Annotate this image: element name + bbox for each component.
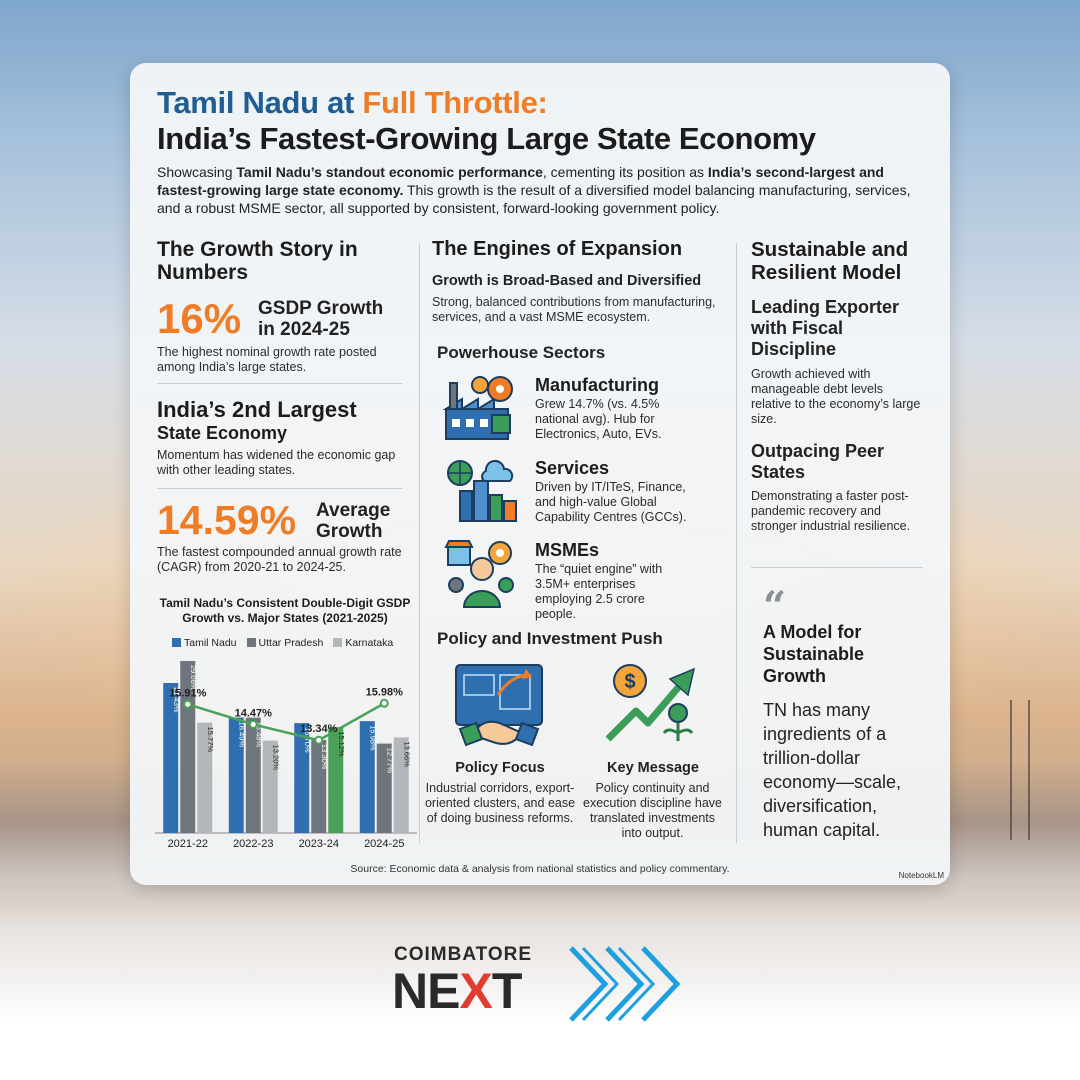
- bar-tamil-nadu: [359, 721, 375, 833]
- bar-uttar-pradesh: [376, 743, 392, 833]
- bar-karnataka: [393, 737, 409, 833]
- stat-rank-subtitle: State Economy: [157, 423, 288, 443]
- column-divider-2: [736, 243, 737, 843]
- peer-desc: Demonstrating a faster post-pandemic rec…: [751, 489, 911, 533]
- stat-cagr-label: Average Growth: [316, 500, 391, 542]
- bar-tamil-nadu: [228, 717, 244, 833]
- sector-desc-manufacturing: Grew 14.7% (vs. 4.5% national avg). Hub …: [535, 397, 662, 441]
- policy-focus-title: Policy Focus: [455, 760, 545, 776]
- coimbatore-next-logo: COIMBATORE NEXT: [392, 940, 682, 1030]
- stat-gsdp-value: 16%: [157, 295, 242, 342]
- quote-icon: “: [763, 583, 787, 630]
- sector-title-msmes: MSMEs: [535, 540, 600, 560]
- title-line-1: Tamil Nadu at Full Throttle:: [157, 85, 548, 120]
- sector-title-manufacturing: Manufacturing: [535, 375, 659, 395]
- bar-value-label: 21.43%: [172, 687, 181, 713]
- notebooklm-watermark: NotebookLM: [898, 871, 944, 880]
- chart-legend: Tamil Nadu Uttar Pradesh Karnataka: [172, 637, 393, 649]
- engines-heading: The Engines of Expansion: [432, 238, 683, 260]
- stat-gsdp-label: GSDP Growth in 2024-25: [258, 298, 384, 340]
- entrepreneur-icon: [444, 540, 514, 608]
- source-note: Source: Economic data & analysis from na…: [350, 863, 730, 875]
- stat-rank-title: India’s 2nd Largest: [157, 397, 357, 422]
- divider: [751, 567, 923, 568]
- divider: [157, 488, 402, 489]
- bar-value-label: 15.70%: [303, 727, 312, 753]
- column-divider-1: [419, 243, 420, 843]
- x-tick-label: 2023-24: [299, 838, 339, 848]
- bar-karnataka: [328, 727, 344, 833]
- sectors-heading: Powerhouse Sectors: [437, 343, 606, 362]
- legend-item: Tamil Nadu: [172, 637, 237, 649]
- trend-line: [187, 702, 385, 742]
- model-body: TN has many ingredients of a trillion-do…: [763, 700, 902, 840]
- legend-item: Karnataka: [333, 637, 393, 649]
- stat-cagr-desc: The fastest compounded annual growth rat…: [157, 545, 402, 574]
- trend-point: [183, 699, 193, 709]
- bar-tamil-nadu: [163, 682, 179, 833]
- trend-value-label: 15.98%: [366, 686, 404, 698]
- bar-value-label: 13.66%: [402, 741, 411, 767]
- handshake-blueprint-icon: [455, 664, 543, 747]
- sector-title-services: Services: [535, 458, 610, 478]
- bar-karnataka: [262, 740, 278, 833]
- stat-gsdp-desc: The highest nominal growth rate posted a…: [157, 345, 377, 374]
- bar-value-label: 29.08%: [189, 665, 198, 691]
- peer-title: Outpacing Peer States: [751, 441, 885, 482]
- model-title: A Model for Sustainable Growth: [763, 622, 865, 686]
- exporter-title: Leading Exporter with Fiscal Discipline: [751, 297, 900, 359]
- bar-value-label: 13.20%: [271, 745, 280, 771]
- bar-value-label: 12.77%: [385, 748, 394, 774]
- svg-text:$: $: [624, 671, 635, 693]
- title-accent: Full Throttle:: [362, 85, 548, 120]
- background-tower: [1010, 700, 1030, 840]
- trend-value-label: 14.47%: [235, 707, 273, 719]
- bar-tamil-nadu: [294, 723, 310, 833]
- engines-desc: Strong, balanced contributions from manu…: [432, 295, 716, 324]
- sustainable-heading: Sustainable and Resilient Model: [751, 238, 909, 284]
- key-message-title: Key Message: [607, 760, 699, 776]
- policy-heading: Policy and Investment Push: [437, 629, 663, 648]
- bar-uttar-pradesh: [245, 717, 261, 833]
- engines-subheading: Growth is Broad-Based and Diversified: [432, 273, 702, 289]
- stat-cagr-value: 14.59%: [157, 497, 297, 543]
- logo-main-text: NEXT: [392, 963, 522, 1019]
- bar-value-label: 16.48%: [254, 722, 263, 748]
- key-message-desc: Policy continuity and execution discipli…: [583, 781, 722, 840]
- logo-top-text: COIMBATORE: [394, 944, 533, 965]
- trend-value-label: 13.34%: [300, 723, 338, 735]
- chevron-arrows-icon: [569, 946, 681, 1022]
- legend-item: Uttar Pradesh: [246, 637, 323, 649]
- infographic-card: Tamil Nadu at Full Throttle: India’s Fas…: [130, 63, 950, 885]
- bar-value-label: 13.30%: [320, 744, 329, 770]
- gsdp-bar-chart: 21.43% 29.08% 15.77% 2021-22 16.49% 16.48% 13.…: [155, 661, 417, 848]
- growth-arrow-icon: $: [605, 664, 696, 742]
- policy-focus-desc: Industrial corridors, export-oriented cl…: [424, 781, 576, 825]
- chart-title: Tamil Nadu’s Consistent Double-Digit GSD…: [159, 596, 411, 625]
- divider: [157, 383, 402, 384]
- factory-icon: [442, 376, 513, 440]
- bar-value-label: 16.49%: [237, 722, 246, 748]
- stat-rank-desc: Momentum has widened the economic gap wi…: [157, 448, 396, 477]
- exporter-desc: Growth achieved with manageable debt lev…: [751, 367, 921, 426]
- trend-point: [314, 735, 324, 745]
- trend-point: [248, 719, 258, 729]
- x-tick-label: 2022-23: [233, 838, 273, 848]
- sector-desc-msmes: The “quiet engine” with 3.5M+ enterprise…: [535, 562, 663, 621]
- x-tick-label: 2021-22: [168, 838, 208, 848]
- bar-value-label: 15.12%: [337, 731, 346, 757]
- sector-desc-services: Driven by IT/ITeS, Finance, and high-val…: [535, 480, 687, 524]
- x-tick-label: 2024-25: [364, 838, 404, 848]
- bar-uttar-pradesh: [311, 739, 327, 833]
- city-services-icon: [447, 460, 517, 522]
- title-line-2: India’s Fastest-Growing Large State Econ…: [157, 121, 816, 156]
- intro-paragraph: Showcasing Tamil Nadu’s standout economi…: [157, 164, 911, 216]
- bar-value-label: 15.98%: [368, 725, 377, 751]
- bar-karnataka: [197, 722, 213, 833]
- bar-value-label: 15.77%: [206, 727, 215, 753]
- growth-story-heading: The Growth Story in Numbers: [157, 238, 358, 284]
- trend-value-label: 15.91%: [169, 687, 207, 699]
- trend-point: [379, 698, 389, 708]
